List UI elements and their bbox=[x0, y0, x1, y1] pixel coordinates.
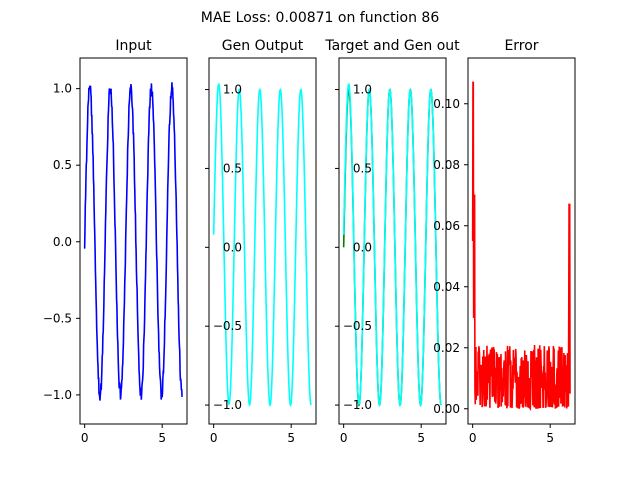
y-tick-label: −1.0 bbox=[213, 398, 242, 412]
axes-frame bbox=[338, 57, 447, 425]
y-tick-label: −0.5 bbox=[213, 319, 242, 333]
panel-2: Gen Output 0 5 −1.0 −0.5 0.0 0.5 1.0 bbox=[205, 38, 317, 445]
y-tick-label: 1.0 bbox=[353, 83, 372, 97]
panel-title: Error bbox=[504, 38, 538, 54]
x-tick-label: 5 bbox=[158, 431, 166, 445]
axes-frame bbox=[467, 57, 576, 425]
y-tick-label: −1.0 bbox=[343, 398, 372, 412]
panel-3: Target and Gen out 0 5 −1.0 −0.5 0.0 0.5 1.0 bbox=[324, 38, 460, 445]
y-tick-label: 0.0 bbox=[53, 235, 72, 249]
panels: Input 0 5 −1.0 −0.5 0.0 0.5 1.0 Gen Output 0 5 −1.0… bbox=[43, 38, 576, 445]
y-tick-label: 0.00 bbox=[433, 402, 460, 416]
axes-frame bbox=[208, 57, 317, 425]
y-tick-label: 0.08 bbox=[433, 158, 460, 172]
y-tick-label: 0.06 bbox=[433, 219, 460, 233]
input-series-line bbox=[83, 82, 183, 401]
gen-series-line bbox=[342, 83, 442, 407]
x-tick-label: 0 bbox=[210, 431, 218, 445]
x-tick-label: 5 bbox=[287, 431, 295, 445]
panel-4: Error 0 5 0.00 0.02 0.04 0.06 0.08 0.10 bbox=[433, 38, 576, 445]
y-tick-label: 0.0 bbox=[353, 240, 372, 254]
panel-title: Input bbox=[115, 38, 152, 54]
x-tick-label: 0 bbox=[340, 431, 348, 445]
x-tick-label: 0 bbox=[81, 431, 89, 445]
gen-series-line bbox=[212, 83, 312, 407]
axes-frame bbox=[79, 57, 188, 425]
y-tick-label: 0.10 bbox=[433, 97, 460, 111]
error-series-line bbox=[471, 81, 571, 412]
y-tick-label: 0.5 bbox=[223, 161, 242, 175]
y-tick-label: 0.5 bbox=[53, 158, 72, 172]
y-tick-label: −0.5 bbox=[343, 319, 372, 333]
y-tick-label: 0.5 bbox=[353, 161, 372, 175]
panel-title: Gen Output bbox=[222, 38, 304, 54]
panel-title: Target and Gen out bbox=[324, 38, 460, 54]
y-tick-label: 0.04 bbox=[433, 280, 460, 294]
y-tick-label: −0.5 bbox=[43, 311, 72, 325]
y-tick-label: 0.02 bbox=[433, 341, 460, 355]
y-tick-label: 1.0 bbox=[223, 83, 242, 97]
x-tick-label: 0 bbox=[469, 431, 477, 445]
figure-suptitle: MAE Loss: 0.00871 on function 86 bbox=[201, 10, 440, 26]
y-tick-label: −1.0 bbox=[43, 388, 72, 402]
x-tick-label: 5 bbox=[417, 431, 425, 445]
x-tick-label: 5 bbox=[546, 431, 554, 445]
y-tick-label: 0.0 bbox=[223, 240, 242, 254]
panel-1: Input 0 5 −1.0 −0.5 0.0 0.5 1.0 bbox=[43, 38, 188, 445]
y-tick-label: 1.0 bbox=[53, 82, 72, 96]
